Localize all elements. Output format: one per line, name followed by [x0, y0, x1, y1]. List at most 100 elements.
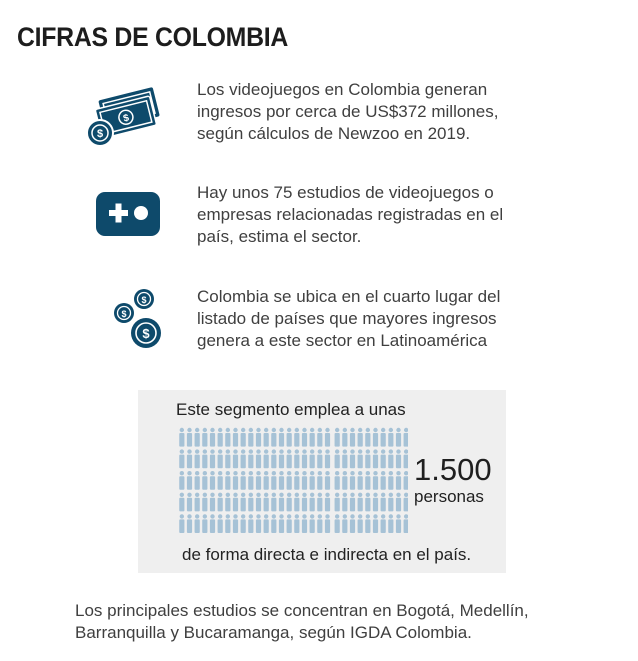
person-icon — [403, 492, 408, 512]
svg-text:$: $ — [121, 309, 126, 319]
person-icon — [232, 471, 239, 490]
person-icon — [217, 427, 223, 447]
person-icon — [395, 427, 402, 447]
person-icon — [194, 514, 200, 533]
fact-line: Colombia se ubica en el cuarto lugar del — [197, 287, 501, 306]
person-icon — [286, 492, 292, 512]
person-icon — [395, 514, 402, 533]
svg-text:$: $ — [97, 128, 103, 140]
person-icon — [286, 471, 292, 490]
person-icon — [271, 492, 277, 512]
person-icon — [294, 514, 300, 533]
people-pictogram — [179, 427, 408, 533]
employment-panel: Este segmento emplea a unas 1.500 person… — [138, 390, 506, 573]
person-icon — [225, 427, 231, 447]
person-icon — [365, 492, 371, 512]
fact-line: listado de países que mayores ingresos — [197, 309, 497, 328]
person-icon — [372, 471, 379, 490]
fact-text: Hay unos 75 estudios de videojuegos o em… — [197, 182, 527, 248]
person-icon — [179, 471, 185, 490]
person-icon — [324, 471, 331, 490]
coins-icon: $ $ $ — [110, 288, 166, 355]
fact-line: país, estima el sector. — [197, 227, 362, 246]
footer-note: Los principales estudios se concentran e… — [75, 600, 529, 644]
person-icon — [380, 492, 386, 512]
person-icon — [342, 427, 348, 447]
person-icon — [179, 449, 185, 469]
fact-revenue: $ $ $ Los videojuegos en Colombia genera… — [0, 79, 638, 159]
person-icon — [294, 449, 300, 469]
employment-intro: Este segmento emplea a unas — [176, 400, 406, 419]
person-icon — [278, 449, 285, 469]
employment-outro: de forma directa e indirecta en el país. — [182, 545, 472, 564]
fact-text: Colombia se ubica en el cuarto lugar del… — [197, 286, 527, 352]
person-icon — [372, 449, 379, 469]
person-icon — [186, 471, 193, 490]
person-icon — [186, 449, 193, 469]
person-icon — [334, 471, 340, 490]
gamepad-icon — [96, 190, 160, 243]
person-icon — [202, 514, 208, 533]
person-icon — [179, 492, 185, 512]
person-icon — [271, 471, 277, 490]
person-icon — [317, 514, 323, 533]
page-title: CIFRAS DE COLOMBIA — [17, 22, 289, 52]
person-icon — [342, 471, 348, 490]
person-icon — [388, 471, 394, 490]
person-icon — [209, 427, 216, 447]
person-icon — [248, 449, 254, 469]
person-icon — [317, 471, 323, 490]
person-icon — [380, 514, 386, 533]
person-icon — [240, 471, 246, 490]
person-icon — [395, 492, 402, 512]
person-icon — [309, 471, 315, 490]
person-icon — [334, 514, 340, 533]
svg-text:$: $ — [141, 295, 146, 305]
person-icon — [334, 492, 340, 512]
person-icon — [263, 492, 269, 512]
fact-line: Hay unos 75 estudios de videojuegos o — [197, 183, 494, 202]
person-icon — [271, 427, 277, 447]
person-icon — [342, 449, 348, 469]
person-icon — [309, 449, 315, 469]
person-icon — [301, 514, 308, 533]
person-icon — [395, 471, 402, 490]
person-icon — [388, 449, 394, 469]
person-icon — [202, 471, 208, 490]
person-icon — [317, 492, 323, 512]
fact-studios: Hay unos 75 estudios de videojuegos o em… — [0, 182, 638, 262]
person-icon — [349, 427, 356, 447]
footer-line: Barranquilla y Bucaramanga, según IGDA C… — [75, 623, 472, 642]
person-icon — [225, 514, 231, 533]
person-icon — [278, 514, 285, 533]
employment-unit: personas — [414, 487, 484, 506]
person-icon — [278, 471, 285, 490]
person-icon — [309, 427, 315, 447]
person-icon — [263, 514, 269, 533]
person-icon — [225, 449, 231, 469]
person-icon — [301, 471, 308, 490]
person-icon — [357, 492, 363, 512]
person-icon — [349, 449, 356, 469]
person-icon — [301, 492, 308, 512]
person-icon — [209, 449, 216, 469]
person-icon — [255, 492, 262, 512]
fact-line: ingresos por cerca de US$372 millones, — [197, 102, 499, 121]
person-icon — [240, 514, 246, 533]
person-icon — [202, 427, 208, 447]
person-icon — [278, 492, 285, 512]
fact-line: según cálculos de Newzoo en 2019. — [197, 124, 471, 143]
person-icon — [388, 514, 394, 533]
person-icon — [263, 449, 269, 469]
person-icon — [286, 427, 292, 447]
person-icon — [217, 514, 223, 533]
fact-ranking: $ $ $ Colombia se ubica en el cuarto lug… — [0, 286, 638, 366]
person-icon — [248, 492, 254, 512]
person-icon — [248, 427, 254, 447]
person-icon — [372, 427, 379, 447]
person-icon — [309, 492, 315, 512]
person-icon — [294, 471, 300, 490]
person-icon — [278, 427, 285, 447]
person-icon — [388, 492, 394, 512]
person-icon — [194, 427, 200, 447]
